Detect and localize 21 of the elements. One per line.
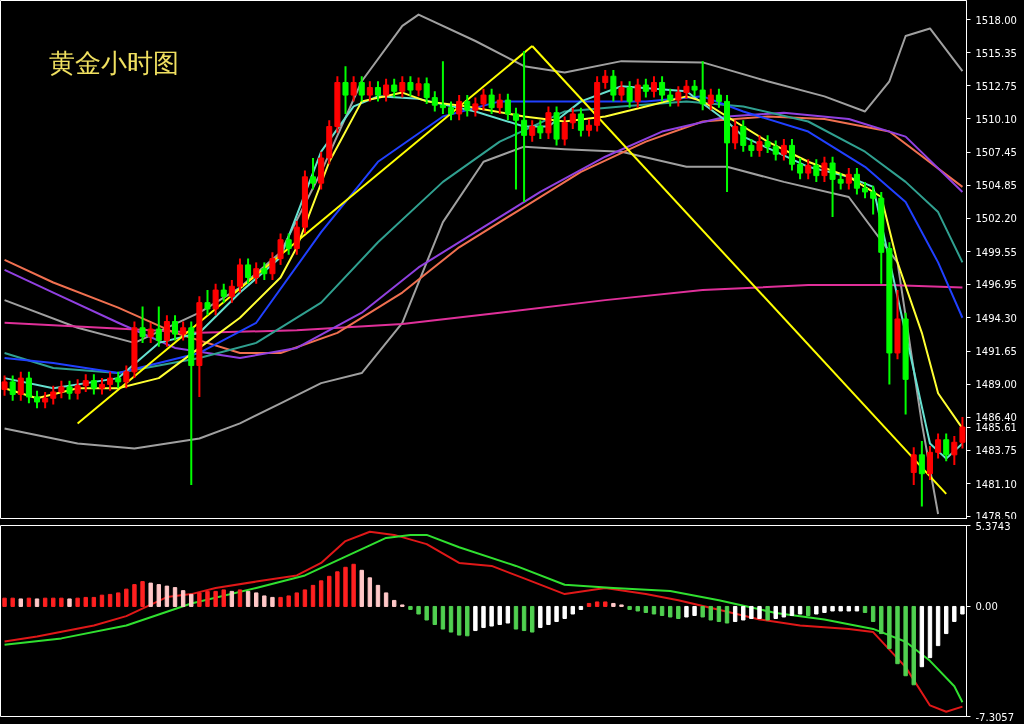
y-tick-label: 1489.00 [975, 379, 1017, 391]
y-tick-label: 1502.20 [975, 213, 1017, 225]
y-tick-label: 1507.45 [975, 147, 1017, 159]
y-tick-label: 1512.75 [975, 80, 1017, 92]
y-tick-label: 1485.61 [975, 422, 1017, 434]
y-tick-label: 1481.10 [975, 478, 1017, 490]
y-tick-label: 1518.00 [975, 14, 1017, 26]
y-tick-label: 1510.10 [975, 113, 1017, 125]
y-tick-label: 1496.95 [975, 279, 1017, 291]
y-tick-label: 1491.65 [975, 346, 1017, 358]
y-tick-label: 1499.55 [975, 246, 1017, 258]
y-tick-label: 1486.40 [975, 412, 1017, 424]
y-tick-label: 1504.85 [975, 180, 1017, 192]
y-tick-label: 1494.30 [975, 312, 1017, 324]
y-tick-label: 0.00 [975, 601, 998, 613]
text: 黄金小时图 [48, 48, 179, 79]
y-tick-label: 5.3743 [975, 520, 1011, 532]
y-tick-label: 1483.75 [975, 445, 1017, 457]
y-tick-label: 1515.35 [975, 47, 1017, 59]
y-tick-label: -7.3057 [975, 711, 1015, 723]
y-tick-label: 1478.50 [975, 510, 1017, 522]
